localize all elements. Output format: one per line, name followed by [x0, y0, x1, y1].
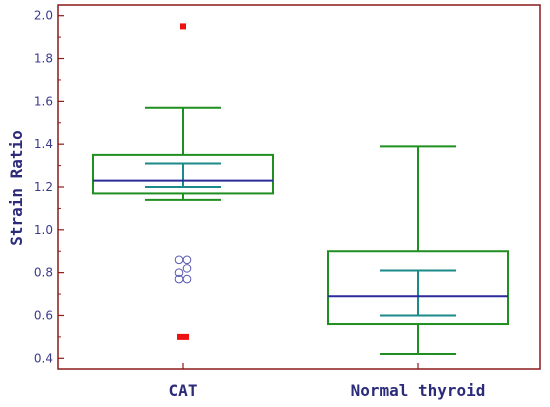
y-tick-label: 2.0: [34, 9, 53, 23]
x-axis-categories: CAT Normal thyroid: [169, 363, 486, 400]
outlier-near-point: [182, 274, 192, 284]
x-category-label: CAT: [169, 381, 198, 400]
y-tick-label: 1.0: [34, 223, 53, 237]
boxes-layer: [92, 23, 509, 356]
outlier-far-point: [183, 333, 189, 340]
y-tick-label: 1.6: [34, 94, 53, 108]
box-group: [92, 23, 274, 340]
plot-axes: [57, 4, 541, 370]
outlier-near-point: [174, 255, 184, 265]
plot-frame: [57, 4, 541, 370]
box-group: [327, 145, 509, 356]
y-axis-ticks: 0.4 0.6 0.8 1.0 1.2 1.4 1.6 1.8 2.0: [34, 9, 64, 365]
y-axis-title: Strain Ratio: [7, 130, 26, 246]
y-tick-label: 1.2: [34, 180, 53, 194]
outlier-near-point: [174, 268, 184, 277]
y-tick-label: 0.6: [34, 308, 53, 322]
outlier-far-point: [180, 23, 186, 30]
y-tick-label: 1.4: [34, 137, 53, 151]
y-tick-label: 0.4: [34, 351, 53, 365]
y-tick-label: 1.8: [34, 52, 53, 66]
outlier-far-point: [177, 333, 183, 340]
y-tick-label: 0.8: [34, 266, 53, 280]
outlier-near-point: [182, 264, 192, 273]
x-category-label: Normal thyroid: [351, 381, 486, 400]
outlier-near-point: [182, 255, 192, 265]
